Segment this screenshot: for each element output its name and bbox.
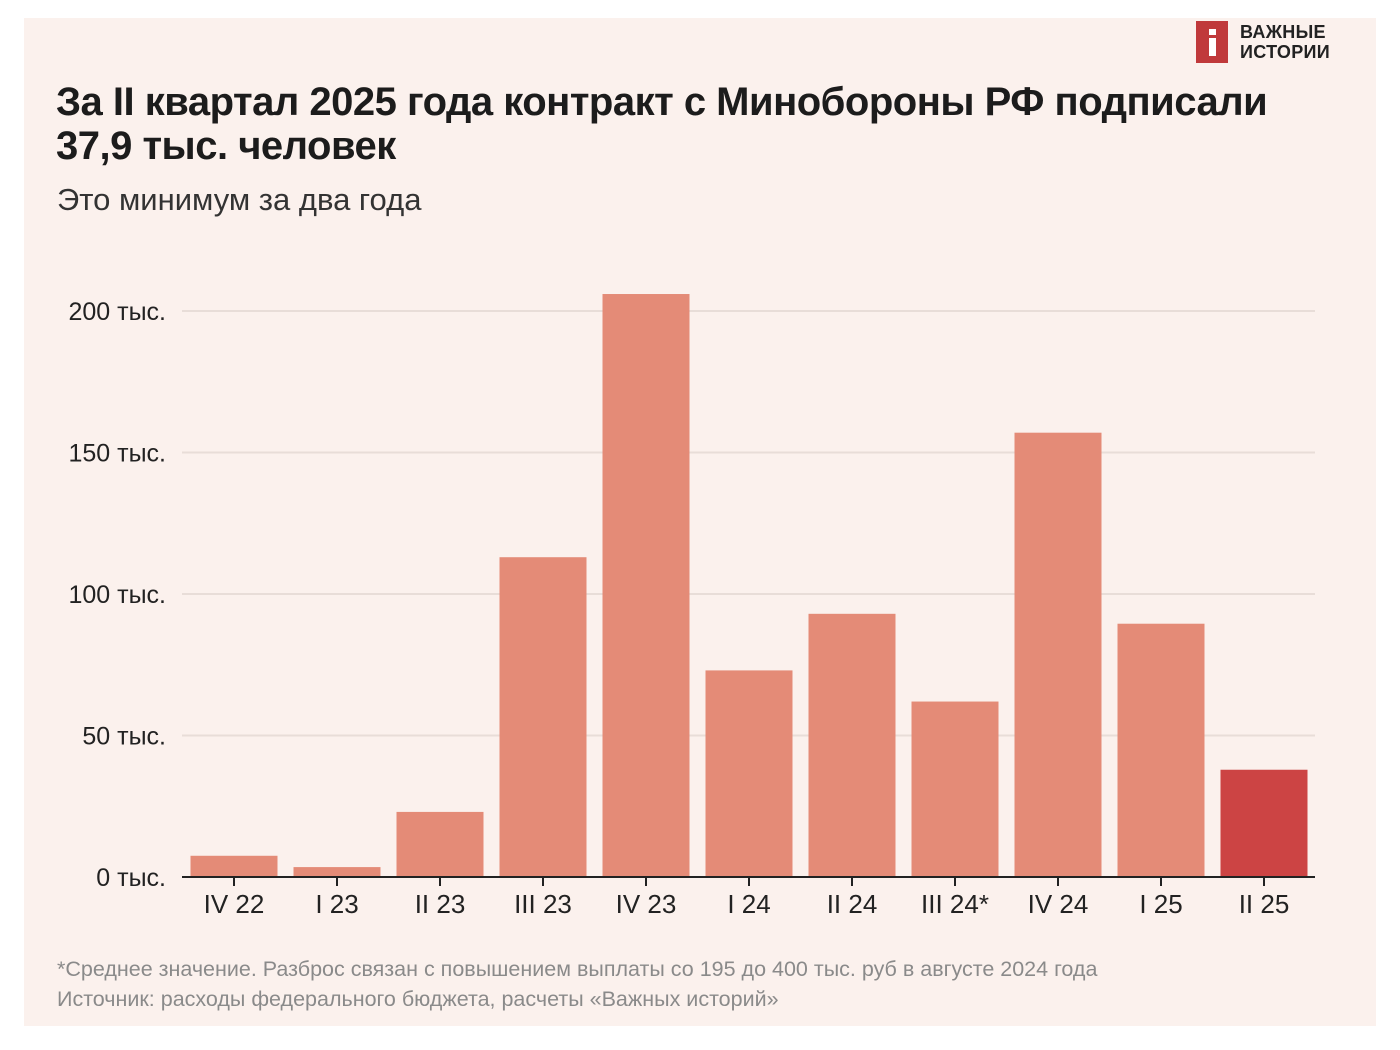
- x-tick-label: II 25: [1239, 889, 1290, 919]
- y-tick-label: 0 тыс.: [96, 864, 166, 892]
- x-tick-label: I 23: [315, 889, 358, 919]
- x-tick-label: II 24: [827, 889, 878, 919]
- bar: [499, 557, 587, 877]
- bar: [396, 811, 484, 877]
- bar: [1117, 623, 1205, 877]
- x-tick-label: I 24: [727, 889, 770, 919]
- bar: [911, 701, 999, 877]
- x-tick-label: IV 22: [204, 889, 265, 919]
- x-tick-label: IV 24: [1028, 889, 1089, 919]
- chart-title: За II квартал 2025 года контракт с Миноб…: [56, 80, 1268, 168]
- footnote: *Среднее значение. Разброс связан с повы…: [57, 957, 1098, 981]
- brand-name: ВАЖНЫЕ ИСТОРИИ: [1240, 22, 1330, 62]
- x-tick-label: I 25: [1139, 889, 1182, 919]
- x-tick-label: II 23: [415, 889, 466, 919]
- info-icon: [1196, 21, 1228, 63]
- bar: [1220, 769, 1308, 877]
- bar: [1014, 432, 1102, 877]
- y-tick-label: 100 тыс.: [68, 581, 166, 609]
- x-tick-label: IV 23: [616, 889, 677, 919]
- bar: [602, 294, 690, 877]
- y-tick-label: 150 тыс.: [68, 440, 166, 468]
- brand-line-2: ИСТОРИИ: [1240, 42, 1331, 62]
- y-tick-label: 200 тыс.: [68, 298, 166, 326]
- brand-logo: ВАЖНЫЕ ИСТОРИИ: [1196, 20, 1330, 64]
- bar: [808, 613, 896, 877]
- bar: [705, 670, 793, 877]
- source-note: Источник: расходы федерального бюджета, …: [57, 987, 779, 1011]
- bar: [293, 867, 381, 877]
- brand-line-1: ВАЖНЫЕ: [1240, 22, 1326, 42]
- bar: [190, 855, 278, 877]
- x-tick-label: III 23: [514, 889, 572, 919]
- x-tick-label: III 24*: [921, 889, 989, 919]
- chart-footer: *Среднее значение. Разброс связан с повы…: [57, 954, 1357, 1014]
- y-tick-label: 50 тыс.: [82, 723, 166, 751]
- chart-subtitle: Это минимум за два года: [57, 182, 422, 217]
